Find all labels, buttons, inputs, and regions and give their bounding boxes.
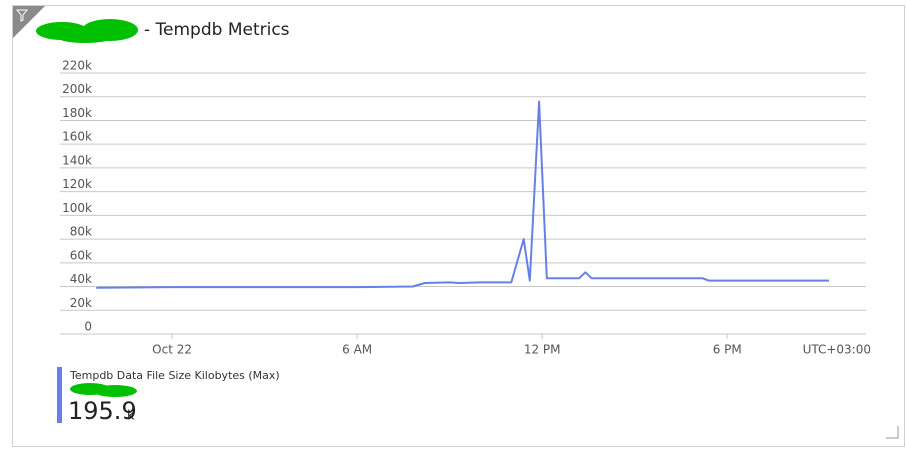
y-tick-label: 20k <box>70 296 92 310</box>
timezone-label: UTC+03:00 <box>803 343 871 357</box>
y-tick-label: 40k <box>70 272 92 286</box>
legend-label: Tempdb Data File Size Kilobytes (Max) <box>69 369 280 382</box>
legend-swatch <box>57 367 62 423</box>
y-tick-label: 60k <box>70 248 92 262</box>
x-tick-label: 6 AM <box>342 343 372 357</box>
filter-corner[interactable] <box>13 6 45 38</box>
resize-handle[interactable] <box>886 426 899 439</box>
x-tick-label: 6 PM <box>713 343 742 357</box>
data-line <box>96 100 829 289</box>
y-tick-label: 220k <box>62 59 92 73</box>
y-tick-label: 120k <box>62 177 92 191</box>
chart-title: - Tempdb Metrics <box>144 20 290 40</box>
x-tick-label: 12 PM <box>524 343 561 357</box>
y-tick-label: 100k <box>62 201 92 215</box>
redaction <box>36 19 138 43</box>
y-tick-label: 80k <box>70 225 92 239</box>
summary-unit: k <box>127 409 135 424</box>
tile-border <box>12 5 905 447</box>
redaction <box>70 383 137 397</box>
y-tick-label: 180k <box>62 106 92 120</box>
y-tick-label: 0 <box>84 320 92 334</box>
x-tick-label: Oct 22 <box>152 343 192 357</box>
y-tick-label: 140k <box>62 153 92 167</box>
y-tick-label: 160k <box>62 130 92 144</box>
summary-value: 195.9 <box>68 397 137 425</box>
filter-icon <box>15 9 29 22</box>
y-tick-label: 200k <box>62 82 92 96</box>
